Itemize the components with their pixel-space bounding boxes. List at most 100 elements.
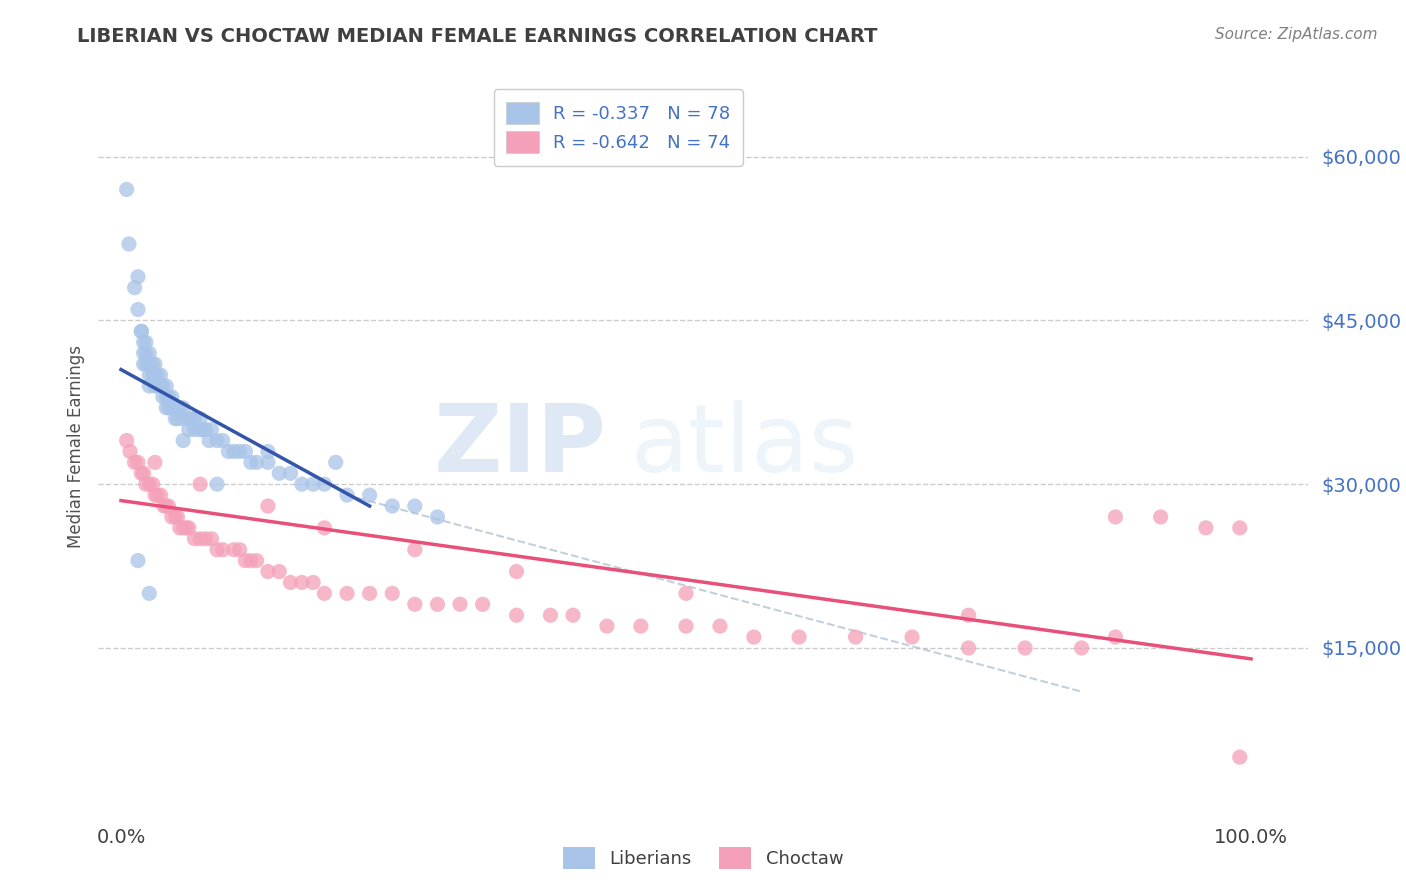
Point [138, 477, 160, 491]
Point [157, 390, 180, 404]
Point [183, 411, 205, 425]
Point [188, 477, 211, 491]
Point [146, 368, 169, 382]
Point [211, 542, 233, 557]
Point [165, 510, 187, 524]
Point [1229, 750, 1251, 764]
Point [787, 630, 810, 644]
Point [132, 335, 155, 350]
Point [269, 565, 291, 579]
Point [205, 542, 228, 557]
Point [127, 269, 149, 284]
Point [291, 477, 314, 491]
Point [191, 423, 214, 437]
Point [200, 423, 222, 437]
Point [146, 488, 169, 502]
Point [901, 630, 924, 644]
Point [165, 401, 187, 415]
Point [166, 401, 188, 415]
Point [115, 182, 138, 196]
Point [135, 346, 157, 360]
Point [257, 565, 280, 579]
Point [200, 532, 222, 546]
Point [505, 608, 527, 623]
Point [257, 444, 280, 458]
Point [172, 434, 194, 448]
Point [257, 455, 280, 469]
Point [222, 444, 245, 458]
Point [280, 467, 302, 481]
Point [404, 542, 426, 557]
Point [845, 630, 868, 644]
Point [233, 444, 256, 458]
Text: Source: ZipAtlas.com: Source: ZipAtlas.com [1215, 27, 1378, 42]
Point [160, 390, 183, 404]
Point [336, 488, 359, 502]
Point [302, 477, 325, 491]
Point [177, 423, 200, 437]
Point [314, 586, 336, 600]
Y-axis label: Median Female Earnings: Median Female Earnings [66, 344, 84, 548]
Point [336, 586, 359, 600]
Point [314, 521, 336, 535]
Point [222, 542, 245, 557]
Point [143, 455, 166, 469]
Point [1150, 510, 1173, 524]
Point [138, 586, 160, 600]
Point [675, 619, 697, 633]
Point [142, 368, 165, 382]
Point [471, 597, 494, 611]
Point [325, 455, 347, 469]
Point [211, 434, 233, 448]
Point [180, 411, 202, 425]
Point [1014, 640, 1036, 655]
Point [381, 499, 404, 513]
Point [166, 411, 188, 425]
Point [228, 542, 250, 557]
Point [169, 401, 191, 415]
Point [675, 586, 697, 600]
Point [132, 346, 155, 360]
Point [183, 423, 205, 437]
Point [709, 619, 731, 633]
Point [194, 423, 217, 437]
Point [596, 619, 619, 633]
Point [205, 477, 228, 491]
Point [132, 357, 155, 371]
Point [135, 477, 157, 491]
Point [217, 444, 239, 458]
Point [257, 499, 280, 513]
Point [183, 532, 205, 546]
Point [449, 597, 471, 611]
Point [269, 467, 291, 481]
Point [160, 401, 183, 415]
Point [131, 467, 153, 481]
Point [169, 521, 191, 535]
Point [404, 597, 426, 611]
Text: atlas: atlas [630, 400, 859, 492]
Point [630, 619, 652, 633]
Point [233, 554, 256, 568]
Point [124, 455, 146, 469]
Point [188, 411, 211, 425]
Point [127, 302, 149, 317]
Point [198, 434, 221, 448]
Point [138, 368, 160, 382]
Point [132, 467, 155, 481]
Legend: Liberians, Choctaw: Liberians, Choctaw [554, 838, 852, 879]
Point [1229, 521, 1251, 535]
Point [120, 444, 142, 458]
Point [157, 499, 180, 513]
Point [157, 401, 180, 415]
Point [131, 324, 153, 338]
Point [359, 586, 381, 600]
Point [143, 368, 166, 382]
Point [194, 532, 217, 546]
Point [127, 554, 149, 568]
Point [957, 640, 980, 655]
Point [118, 237, 141, 252]
Point [742, 630, 765, 644]
Point [138, 357, 160, 371]
Point [149, 379, 172, 393]
Point [177, 521, 200, 535]
